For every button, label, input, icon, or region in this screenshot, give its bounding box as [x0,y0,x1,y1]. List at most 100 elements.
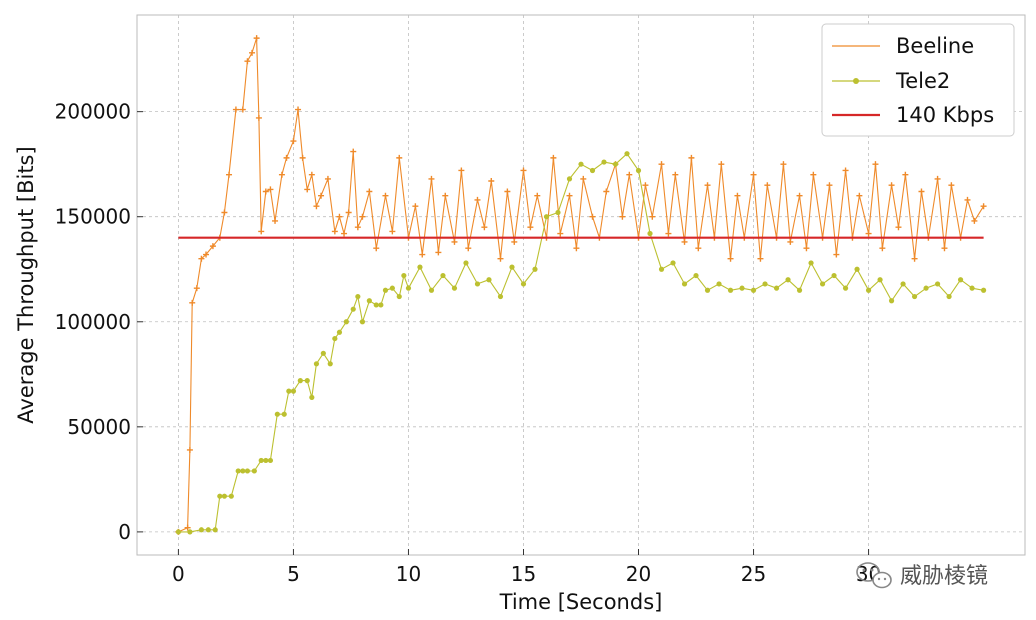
data-point [658,161,665,168]
data-point [382,287,389,293]
data-point [262,188,269,195]
data-point [833,251,840,258]
data-point [239,106,246,113]
data-point [184,524,191,531]
data-point [619,213,626,220]
data-point [612,161,619,167]
data-point [272,217,279,224]
data-point [463,260,469,266]
data-point [235,468,241,474]
data-point [681,238,688,245]
data-point [527,224,534,231]
data-point [578,161,584,167]
data-point [405,285,412,291]
data-point [336,329,343,335]
data-point [366,298,372,304]
data-point [550,154,557,161]
data-point [902,171,909,178]
data-point [382,192,389,199]
data-point [511,238,518,245]
data-point [451,238,458,245]
data-point [566,176,573,182]
data-point [557,230,564,237]
data-point [373,302,379,308]
data-point [297,378,303,384]
data-point [401,272,407,279]
data-point [948,182,955,189]
data-point [520,281,527,287]
data-point [971,217,978,224]
data-point [923,285,929,291]
data-point [601,159,607,165]
data-point [785,277,791,283]
data-point [504,188,511,195]
data-point [295,106,302,113]
data-point [980,203,987,210]
data-point [716,281,722,287]
data-point [244,468,251,474]
data-point [389,285,395,291]
data-point [647,230,653,237]
data-point [258,228,265,235]
data-point [228,493,234,499]
data-point [274,411,280,417]
data-point [856,192,863,199]
data-point [672,171,679,178]
legend-label-threshold: 140 Kbps [896,103,994,127]
grid [137,15,1025,555]
data-point [718,161,725,168]
y-tick-label: 50000 [67,415,131,439]
data-point [440,272,446,279]
data-point [734,192,741,199]
data-point [354,224,361,231]
data-point [255,114,262,121]
data-point [226,171,233,178]
data-point [186,446,193,453]
legend-box [821,23,1015,137]
x-tick-label: 10 [396,562,421,586]
data-point [796,287,803,293]
series-layer [175,35,987,535]
data-point [509,264,515,270]
data-point [396,293,402,300]
watermark-text: 威胁棱镜 [900,564,988,589]
data-point [808,260,814,266]
x-tick-label: 25 [741,562,766,586]
data-point [198,527,205,533]
y-tick-label: 150000 [55,205,131,229]
data-point [865,287,872,293]
data-point [212,527,218,533]
data-point [249,49,256,56]
data-point [957,277,964,283]
data-point [193,285,200,292]
data-point [203,251,210,258]
data-point [865,230,872,237]
data-point [534,192,541,199]
data-point [205,527,211,533]
data-point [888,182,895,189]
data-point [481,224,488,231]
data-point [826,182,833,189]
data-point [366,188,373,195]
data-point [290,138,297,145]
data-point [665,230,672,237]
data-point [877,277,883,283]
data-point [389,228,396,235]
data-point [474,281,481,287]
data-point [189,299,196,306]
data-point [304,378,310,384]
data-point [642,182,649,189]
data-point [727,255,734,262]
data-point [693,272,699,279]
legend-label-beeline: Beeline [896,34,974,58]
data-point [263,457,269,464]
data-point [465,245,472,252]
data-point [520,167,527,174]
data-point [895,224,902,231]
data-point [244,58,251,65]
data-point [359,319,366,325]
data-point [341,230,348,237]
data-point [566,192,573,199]
data-point [888,298,895,304]
